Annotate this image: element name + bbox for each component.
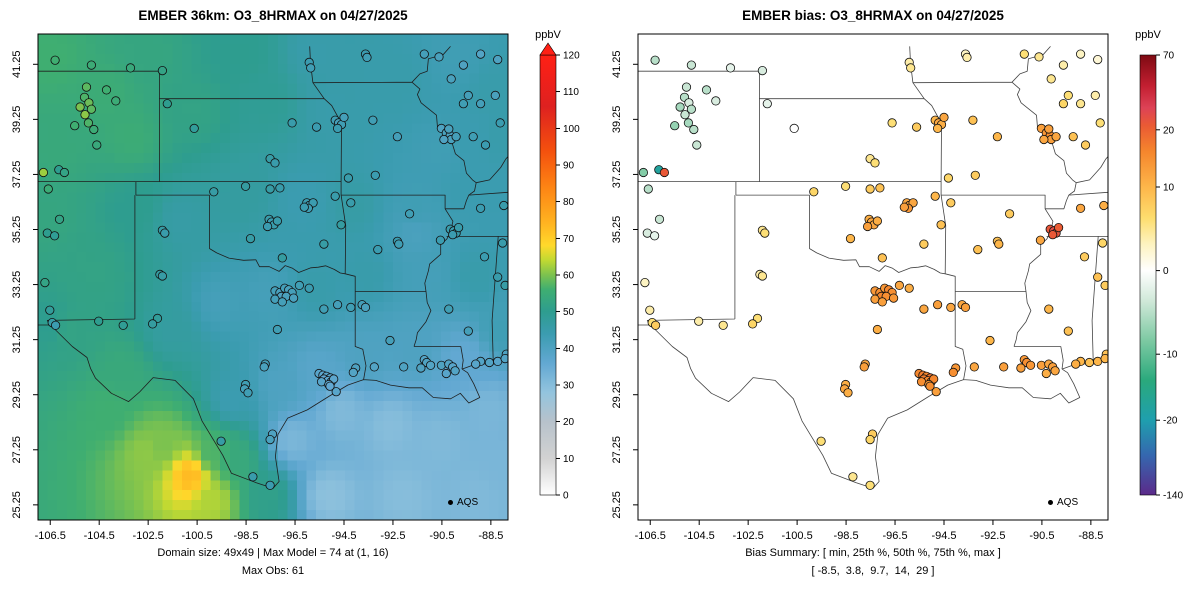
svg-text:10: 10 bbox=[1163, 183, 1175, 194]
svg-text:20: 20 bbox=[563, 417, 575, 428]
svg-text:25.25: 25.25 bbox=[11, 491, 23, 519]
svg-text:110: 110 bbox=[563, 87, 579, 98]
bias-caption-summary: Bias Summary: [ min, 25th %, 50th %, 75t… bbox=[745, 547, 1001, 559]
svg-text:-100.5: -100.5 bbox=[782, 530, 813, 542]
svg-text:-102.5: -102.5 bbox=[733, 530, 764, 542]
svg-text:37.25: 37.25 bbox=[611, 161, 623, 189]
svg-text:-10: -10 bbox=[1163, 350, 1178, 361]
svg-text:-94.5: -94.5 bbox=[331, 530, 356, 542]
svg-text:29.25: 29.25 bbox=[611, 381, 623, 409]
svg-text:41.25: 41.25 bbox=[11, 51, 23, 79]
model-title: EMBER 36km: O3_8HRMAX on 04/27/2025 bbox=[138, 8, 408, 23]
svg-text:-106.5: -106.5 bbox=[635, 530, 666, 542]
svg-text:0: 0 bbox=[563, 491, 569, 502]
svg-text:39.25: 39.25 bbox=[611, 106, 623, 134]
svg-text:10: 10 bbox=[563, 454, 575, 465]
model-map-canvas: -106.5 -104.5 -102.5 -100.5 -98.5 -96.5 -94.5 -… bbox=[11, 33, 580, 542]
svg-text:-88.5: -88.5 bbox=[1078, 530, 1103, 542]
svg-text:35.25: 35.25 bbox=[611, 216, 623, 244]
aqs-marker-icon bbox=[448, 500, 453, 505]
model-caption-maxobs: Max Obs: 61 bbox=[241, 565, 305, 577]
svg-text:-98.5: -98.5 bbox=[234, 530, 259, 542]
svg-text:37.25: 37.25 bbox=[11, 161, 23, 189]
svg-text:-106.5: -106.5 bbox=[35, 530, 66, 542]
svg-text:120: 120 bbox=[563, 51, 580, 62]
model-aqs-legend: AQS bbox=[448, 497, 478, 508]
svg-text:60: 60 bbox=[563, 271, 575, 282]
bias-aqs-label: AQS bbox=[1057, 497, 1079, 508]
bias-aqs-legend: AQS bbox=[1048, 497, 1078, 508]
svg-text:-140: -140 bbox=[1163, 491, 1183, 502]
svg-text:70: 70 bbox=[563, 234, 575, 245]
svg-text:35.25: 35.25 bbox=[11, 216, 23, 244]
svg-text:-90.5: -90.5 bbox=[1029, 530, 1054, 542]
svg-text:27.25: 27.25 bbox=[11, 436, 23, 464]
bias-title: EMBER bias: O3_8HRMAX on 04/27/2025 bbox=[742, 8, 1004, 23]
svg-text:-98.5: -98.5 bbox=[834, 530, 859, 542]
svg-text:31.25: 31.25 bbox=[11, 326, 23, 354]
svg-text:-94.5: -94.5 bbox=[931, 530, 956, 542]
svg-text:33.25: 33.25 bbox=[11, 271, 23, 299]
svg-text:-96.5: -96.5 bbox=[882, 530, 907, 542]
svg-text:-92.5: -92.5 bbox=[980, 530, 1005, 542]
model-caption-domain: Domain size: 49x49 | Max Model = 74 at (… bbox=[157, 547, 389, 559]
svg-text:-92.5: -92.5 bbox=[380, 530, 405, 542]
bias-caption-values: [ -8.5, 3.8, 9.7, 14, 29 ] bbox=[811, 565, 935, 577]
svg-text:50: 50 bbox=[563, 307, 575, 318]
panel-model: EMBER 36km: O3_8HRMAX on 04/27/2025 -106… bbox=[11, 8, 580, 577]
svg-text:0: 0 bbox=[1163, 266, 1169, 277]
bias-map-canvas: -106.5 -104.5 -102.5 -100.5 -98.5 -96.5 -94.5 -… bbox=[611, 33, 1183, 542]
svg-text:30: 30 bbox=[563, 381, 575, 392]
svg-text:-88.5: -88.5 bbox=[478, 530, 503, 542]
svg-text:-100.5: -100.5 bbox=[182, 530, 213, 542]
svg-text:90: 90 bbox=[563, 161, 575, 172]
svg-text:33.25: 33.25 bbox=[611, 271, 623, 299]
svg-text:-104.5: -104.5 bbox=[684, 530, 715, 542]
svg-text:-102.5: -102.5 bbox=[133, 530, 164, 542]
svg-text:31.25: 31.25 bbox=[611, 326, 623, 354]
svg-text:41.25: 41.25 bbox=[611, 51, 623, 79]
svg-text:-20: -20 bbox=[1163, 416, 1178, 427]
svg-text:100: 100 bbox=[563, 124, 580, 135]
svg-text:-96.5: -96.5 bbox=[282, 530, 307, 542]
bias-colorbar-unit: ppbV bbox=[1135, 29, 1161, 41]
model-aqs-label: AQS bbox=[457, 497, 479, 508]
svg-text:25.25: 25.25 bbox=[611, 491, 623, 519]
svg-text:-90.5: -90.5 bbox=[429, 530, 454, 542]
svg-text:20: 20 bbox=[1163, 125, 1175, 136]
model-colorbar-unit: ppbV bbox=[535, 29, 561, 41]
panel-bias: EMBER bias: O3_8HRMAX on 04/27/2025 -106… bbox=[600, 0, 1200, 600]
svg-text:29.25: 29.25 bbox=[11, 381, 23, 409]
svg-text:27.25: 27.25 bbox=[611, 436, 623, 464]
svg-text:-104.5: -104.5 bbox=[84, 530, 115, 542]
aqs-marker-icon bbox=[1048, 500, 1053, 505]
svg-text:39.25: 39.25 bbox=[11, 106, 23, 134]
svg-text:70: 70 bbox=[1163, 51, 1175, 62]
svg-text:80: 80 bbox=[563, 197, 575, 208]
svg-text:40: 40 bbox=[563, 344, 575, 355]
